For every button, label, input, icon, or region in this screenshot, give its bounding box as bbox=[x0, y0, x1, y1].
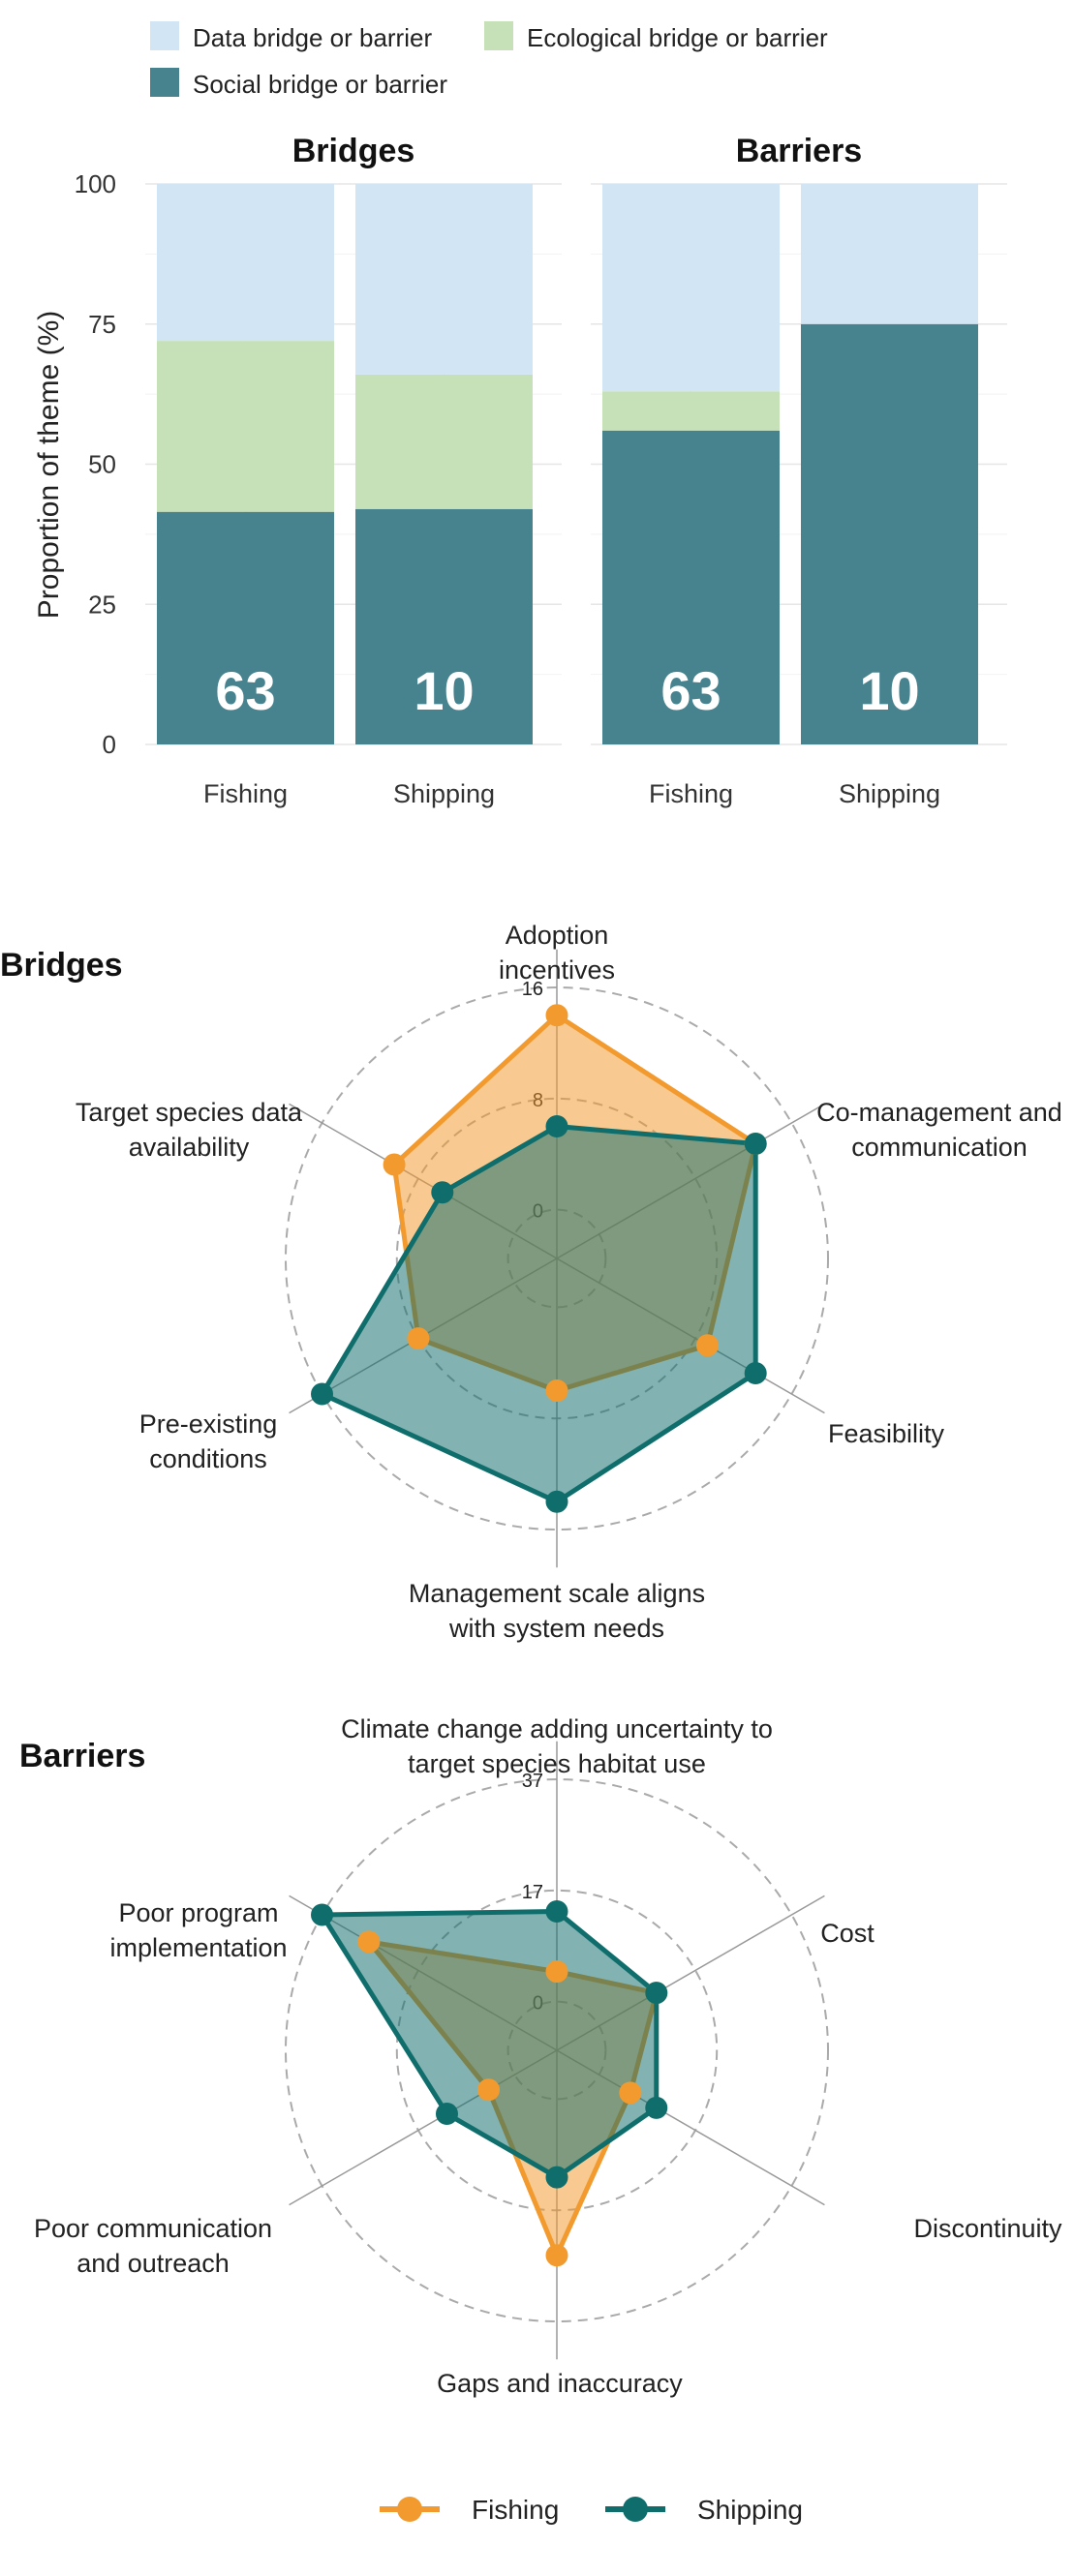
bar-legend: Data bridge or barrier Ecological bridge … bbox=[150, 21, 828, 99]
radar-point-bridges-shipping-2 bbox=[744, 1361, 767, 1384]
panel-title-bridges: Bridges bbox=[292, 133, 415, 169]
radar-point-barriers-shipping-4 bbox=[435, 2103, 458, 2126]
radar-point-barriers-shipping-2 bbox=[645, 2096, 668, 2119]
bar-panel-bridges: Bridges 63 Fishing 10 Shipping bbox=[145, 133, 562, 808]
radar-point-bridges-shipping-4 bbox=[311, 1382, 334, 1406]
bar-bridges-shipping-social-bridge-or-barrier bbox=[355, 508, 533, 744]
legend-label-fishing: Fishing bbox=[472, 2495, 559, 2525]
y-axis-label: Proportion of theme (%) bbox=[33, 311, 65, 619]
radar-axis-label-bridges-0: incentives bbox=[499, 955, 615, 985]
legend-swatch-social-bridge-or-barrier bbox=[150, 68, 179, 97]
radar-area-bridges-shipping bbox=[320, 1124, 758, 1504]
radar-title-bridges: Bridges bbox=[0, 947, 123, 984]
x-tick-label-barriers-fishing: Fishing bbox=[649, 779, 733, 808]
radar-point-bridges-fishing-4 bbox=[407, 1327, 430, 1350]
radar-axis-label-bridges-1: Co-management and bbox=[816, 1098, 1062, 1127]
radar-axis-label-barriers-0: target species habitat use bbox=[408, 1749, 706, 1778]
radar-point-barriers-fishing-5 bbox=[357, 1930, 381, 1954]
radar-axis-label-bridges-1: communication bbox=[851, 1133, 1028, 1162]
radar-tick-label-17: 17 bbox=[522, 1882, 543, 1903]
radar-bridges: 0816AdoptionincentivesCo-management andc… bbox=[0, 921, 1062, 1643]
radar-point-bridges-shipping-1 bbox=[744, 1133, 767, 1156]
bar-barriers-fishing-social-bridge-or-barrier bbox=[602, 430, 780, 744]
radar-tick-label-16: 16 bbox=[522, 979, 543, 1000]
radar-point-barriers-fishing-3 bbox=[545, 2244, 568, 2267]
legend-label-social-bridge-or-barrier: Social bridge or barrier bbox=[193, 70, 447, 99]
bar-bridges-shipping-ecological-bridge-or-barrier bbox=[355, 374, 533, 509]
legend-swatch-data-bridge-or-barrier bbox=[150, 21, 179, 50]
bar-count-label-barriers-shipping: 10 bbox=[859, 660, 919, 721]
radar-axis-label-barriers-3: Gaps and inaccuracy bbox=[437, 2369, 683, 2398]
radar-point-bridges-fishing-0 bbox=[545, 1004, 568, 1027]
radar-point-barriers-fishing-2 bbox=[619, 2081, 642, 2105]
radar-tick-label-37: 37 bbox=[522, 1771, 543, 1792]
legend-marker-shipping bbox=[623, 2497, 648, 2522]
legend-marker-fishing bbox=[397, 2497, 422, 2522]
radar-point-barriers-fishing-0 bbox=[545, 1960, 568, 1984]
bar-count-label-barriers-fishing: 63 bbox=[660, 660, 721, 721]
bar-barriers-shipping-data-bridge-or-barrier bbox=[801, 184, 978, 324]
y-axis: 0 25 50 75 100 Proportion of theme (%) bbox=[33, 169, 116, 759]
y-tick-label-100: 100 bbox=[75, 169, 116, 198]
legend-label-ecological-bridge-or-barrier: Ecological bridge or barrier bbox=[527, 23, 828, 52]
y-tick-label-75: 75 bbox=[88, 310, 116, 339]
radar-point-bridges-shipping-3 bbox=[545, 1490, 568, 1513]
radar-axis-label-bridges-5: availability bbox=[129, 1133, 250, 1162]
radar-point-bridges-fishing-2 bbox=[695, 1334, 719, 1357]
radar-axis-label-bridges-4: Pre-existing bbox=[139, 1409, 278, 1439]
radar-point-bridges-fishing-3 bbox=[545, 1379, 568, 1402]
y-tick-label-0: 0 bbox=[103, 730, 116, 759]
legend-swatch-ecological-bridge-or-barrier bbox=[484, 21, 513, 50]
bar-bridges-fishing-ecological-bridge-or-barrier bbox=[157, 341, 334, 512]
legend-label-shipping: Shipping bbox=[697, 2495, 803, 2525]
radar-axis-label-bridges-3: with system needs bbox=[448, 1614, 664, 1643]
bar-barriers-fishing-data-bridge-or-barrier bbox=[602, 184, 780, 392]
radar-axis-label-bridges-3: Management scale aligns bbox=[409, 1579, 705, 1608]
bar-count-label-bridges-fishing: 63 bbox=[215, 660, 275, 721]
bar-count-label-bridges-shipping: 10 bbox=[414, 660, 474, 721]
radar-point-barriers-shipping-1 bbox=[645, 1982, 668, 2005]
bar-panel-barriers: Barriers 63 Fishing 10 Shipping bbox=[591, 133, 1007, 808]
y-tick-label-50: 50 bbox=[88, 450, 116, 479]
radar-point-bridges-shipping-0 bbox=[545, 1115, 568, 1137]
legend-label-data-bridge-or-barrier: Data bridge or barrier bbox=[193, 23, 432, 52]
radar-axis-label-barriers-5: Poor program bbox=[118, 1898, 278, 1927]
radar-point-bridges-shipping-5 bbox=[431, 1181, 454, 1204]
radar-axis-label-bridges-5: Target species data bbox=[76, 1098, 303, 1127]
radar-axis-label-barriers-1: Cost bbox=[820, 1919, 875, 1948]
radar-axis-label-bridges-4: conditions bbox=[149, 1444, 267, 1473]
radar-axis-label-bridges-2: Feasibility bbox=[828, 1419, 945, 1448]
panel-title-barriers: Barriers bbox=[736, 133, 862, 169]
radar-axis-label-bridges-0: Adoption bbox=[506, 921, 609, 950]
bar-bridges-fishing-social-bridge-or-barrier bbox=[157, 511, 334, 744]
radar-title-barriers: Barriers bbox=[19, 1738, 145, 1774]
radar-axis-label-barriers-4: and outreach bbox=[77, 2249, 230, 2278]
radar-point-barriers-fishing-4 bbox=[476, 2078, 500, 2102]
bar-barriers-shipping-social-bridge-or-barrier bbox=[801, 323, 978, 744]
radar-axis-label-barriers-0: Climate change adding uncertainty to bbox=[341, 1714, 773, 1743]
x-tick-label-barriers-shipping: Shipping bbox=[839, 779, 940, 808]
radar-axis-label-barriers-2: Discontinuity bbox=[913, 2214, 1062, 2243]
x-tick-label-bridges-shipping: Shipping bbox=[393, 779, 495, 808]
bar-bridges-shipping-data-bridge-or-barrier bbox=[355, 184, 533, 375]
radar-legend: Fishing Shipping bbox=[380, 2495, 803, 2525]
bar-barriers-fishing-ecological-bridge-or-barrier bbox=[602, 391, 780, 431]
bar-bridges-fishing-data-bridge-or-barrier bbox=[157, 184, 334, 342]
x-tick-label-bridges-fishing: Fishing bbox=[203, 779, 288, 808]
radar-point-barriers-shipping-0 bbox=[545, 1900, 568, 1924]
radar-point-barriers-shipping-3 bbox=[545, 2166, 568, 2189]
radar-axis-label-barriers-5: implementation bbox=[109, 1933, 287, 1962]
radar-point-bridges-fishing-5 bbox=[383, 1153, 406, 1176]
radar-axis-label-barriers-4: Poor communication bbox=[34, 2214, 272, 2243]
radar-point-barriers-shipping-5 bbox=[311, 1903, 334, 1926]
radar-barriers: 01737Climate change adding uncertainty t… bbox=[19, 1714, 1062, 2398]
y-tick-label-25: 25 bbox=[88, 590, 116, 619]
